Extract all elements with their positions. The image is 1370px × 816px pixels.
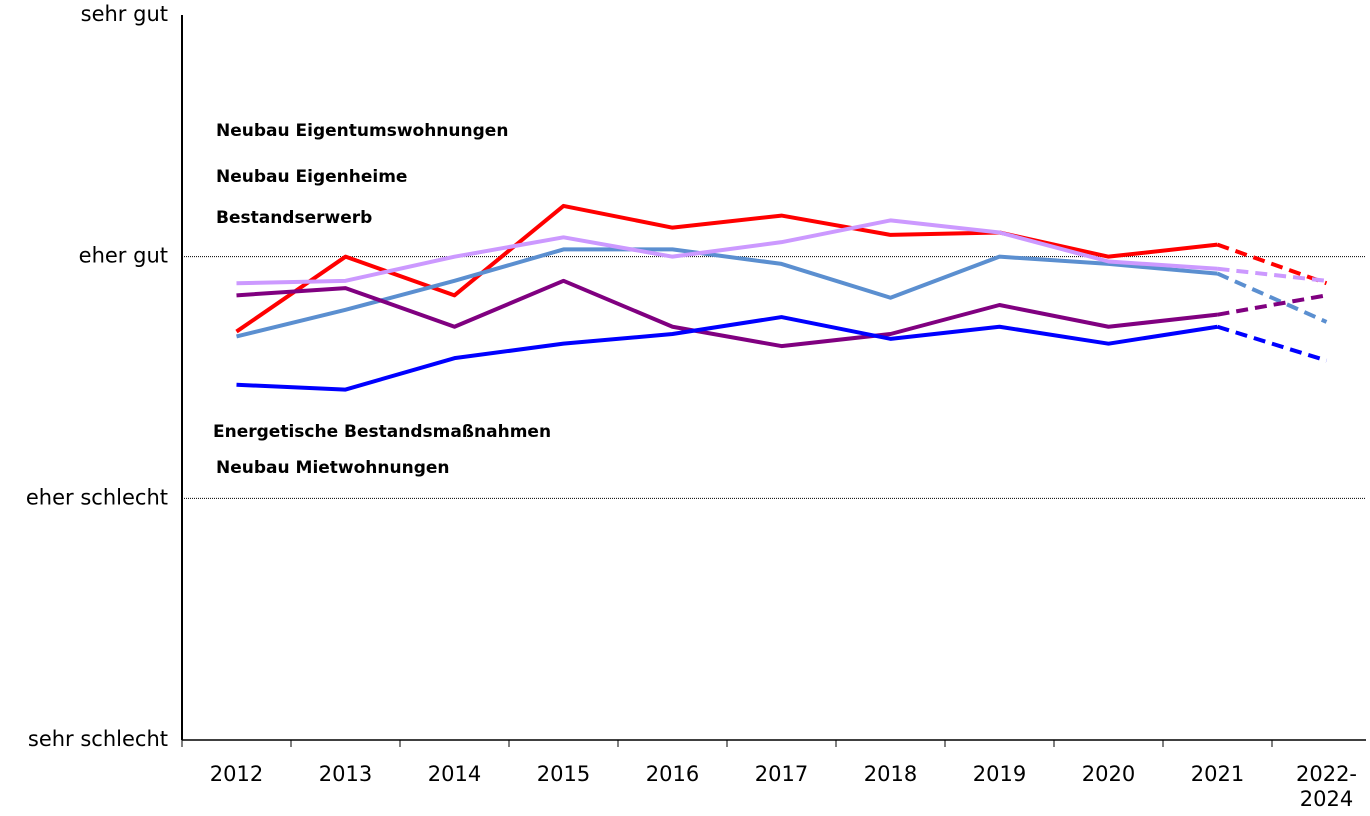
legend-label: Neubau Eigentumswohnungen xyxy=(216,121,508,141)
forecast-line xyxy=(1216,271,1328,324)
legend-label: Bestandserwerb xyxy=(216,208,372,228)
x-tick-label: 2019 xyxy=(972,762,1027,786)
y-tick-label: eher gut xyxy=(79,244,168,268)
series-line xyxy=(236,247,1218,339)
y-tick-label: sehr schlecht xyxy=(28,727,168,751)
series-line xyxy=(236,315,1218,392)
legend-label: Neubau Eigenheime xyxy=(216,167,407,187)
forecast-line xyxy=(1216,324,1328,363)
legend-label: Neubau Mietwohnungen xyxy=(216,458,450,478)
x-tick-label: 2022-2024 xyxy=(1295,762,1358,811)
y-tick-label: sehr gut xyxy=(81,2,168,26)
x-tick-label: 2021 xyxy=(1190,762,1245,786)
series-line xyxy=(235,203,1218,334)
x-tick-label: 2012 xyxy=(209,762,264,786)
x-tick-label: 2020 xyxy=(1081,762,1136,786)
x-tick-label: 2017 xyxy=(754,762,809,786)
legend-label: Energetische Bestandsmaßnahmen xyxy=(213,422,551,442)
x-tick-label: 2013 xyxy=(318,762,373,786)
x-tick-label: 2018 xyxy=(863,762,918,786)
x-tick-label: 2014 xyxy=(427,762,482,786)
x-tick-label: 2015 xyxy=(536,762,591,786)
series-line xyxy=(236,278,1218,349)
series-line xyxy=(236,218,1218,286)
y-tick-label: eher schlecht xyxy=(26,485,168,509)
forecast-line xyxy=(1216,242,1328,286)
x-tick-label: 2016 xyxy=(645,762,700,786)
